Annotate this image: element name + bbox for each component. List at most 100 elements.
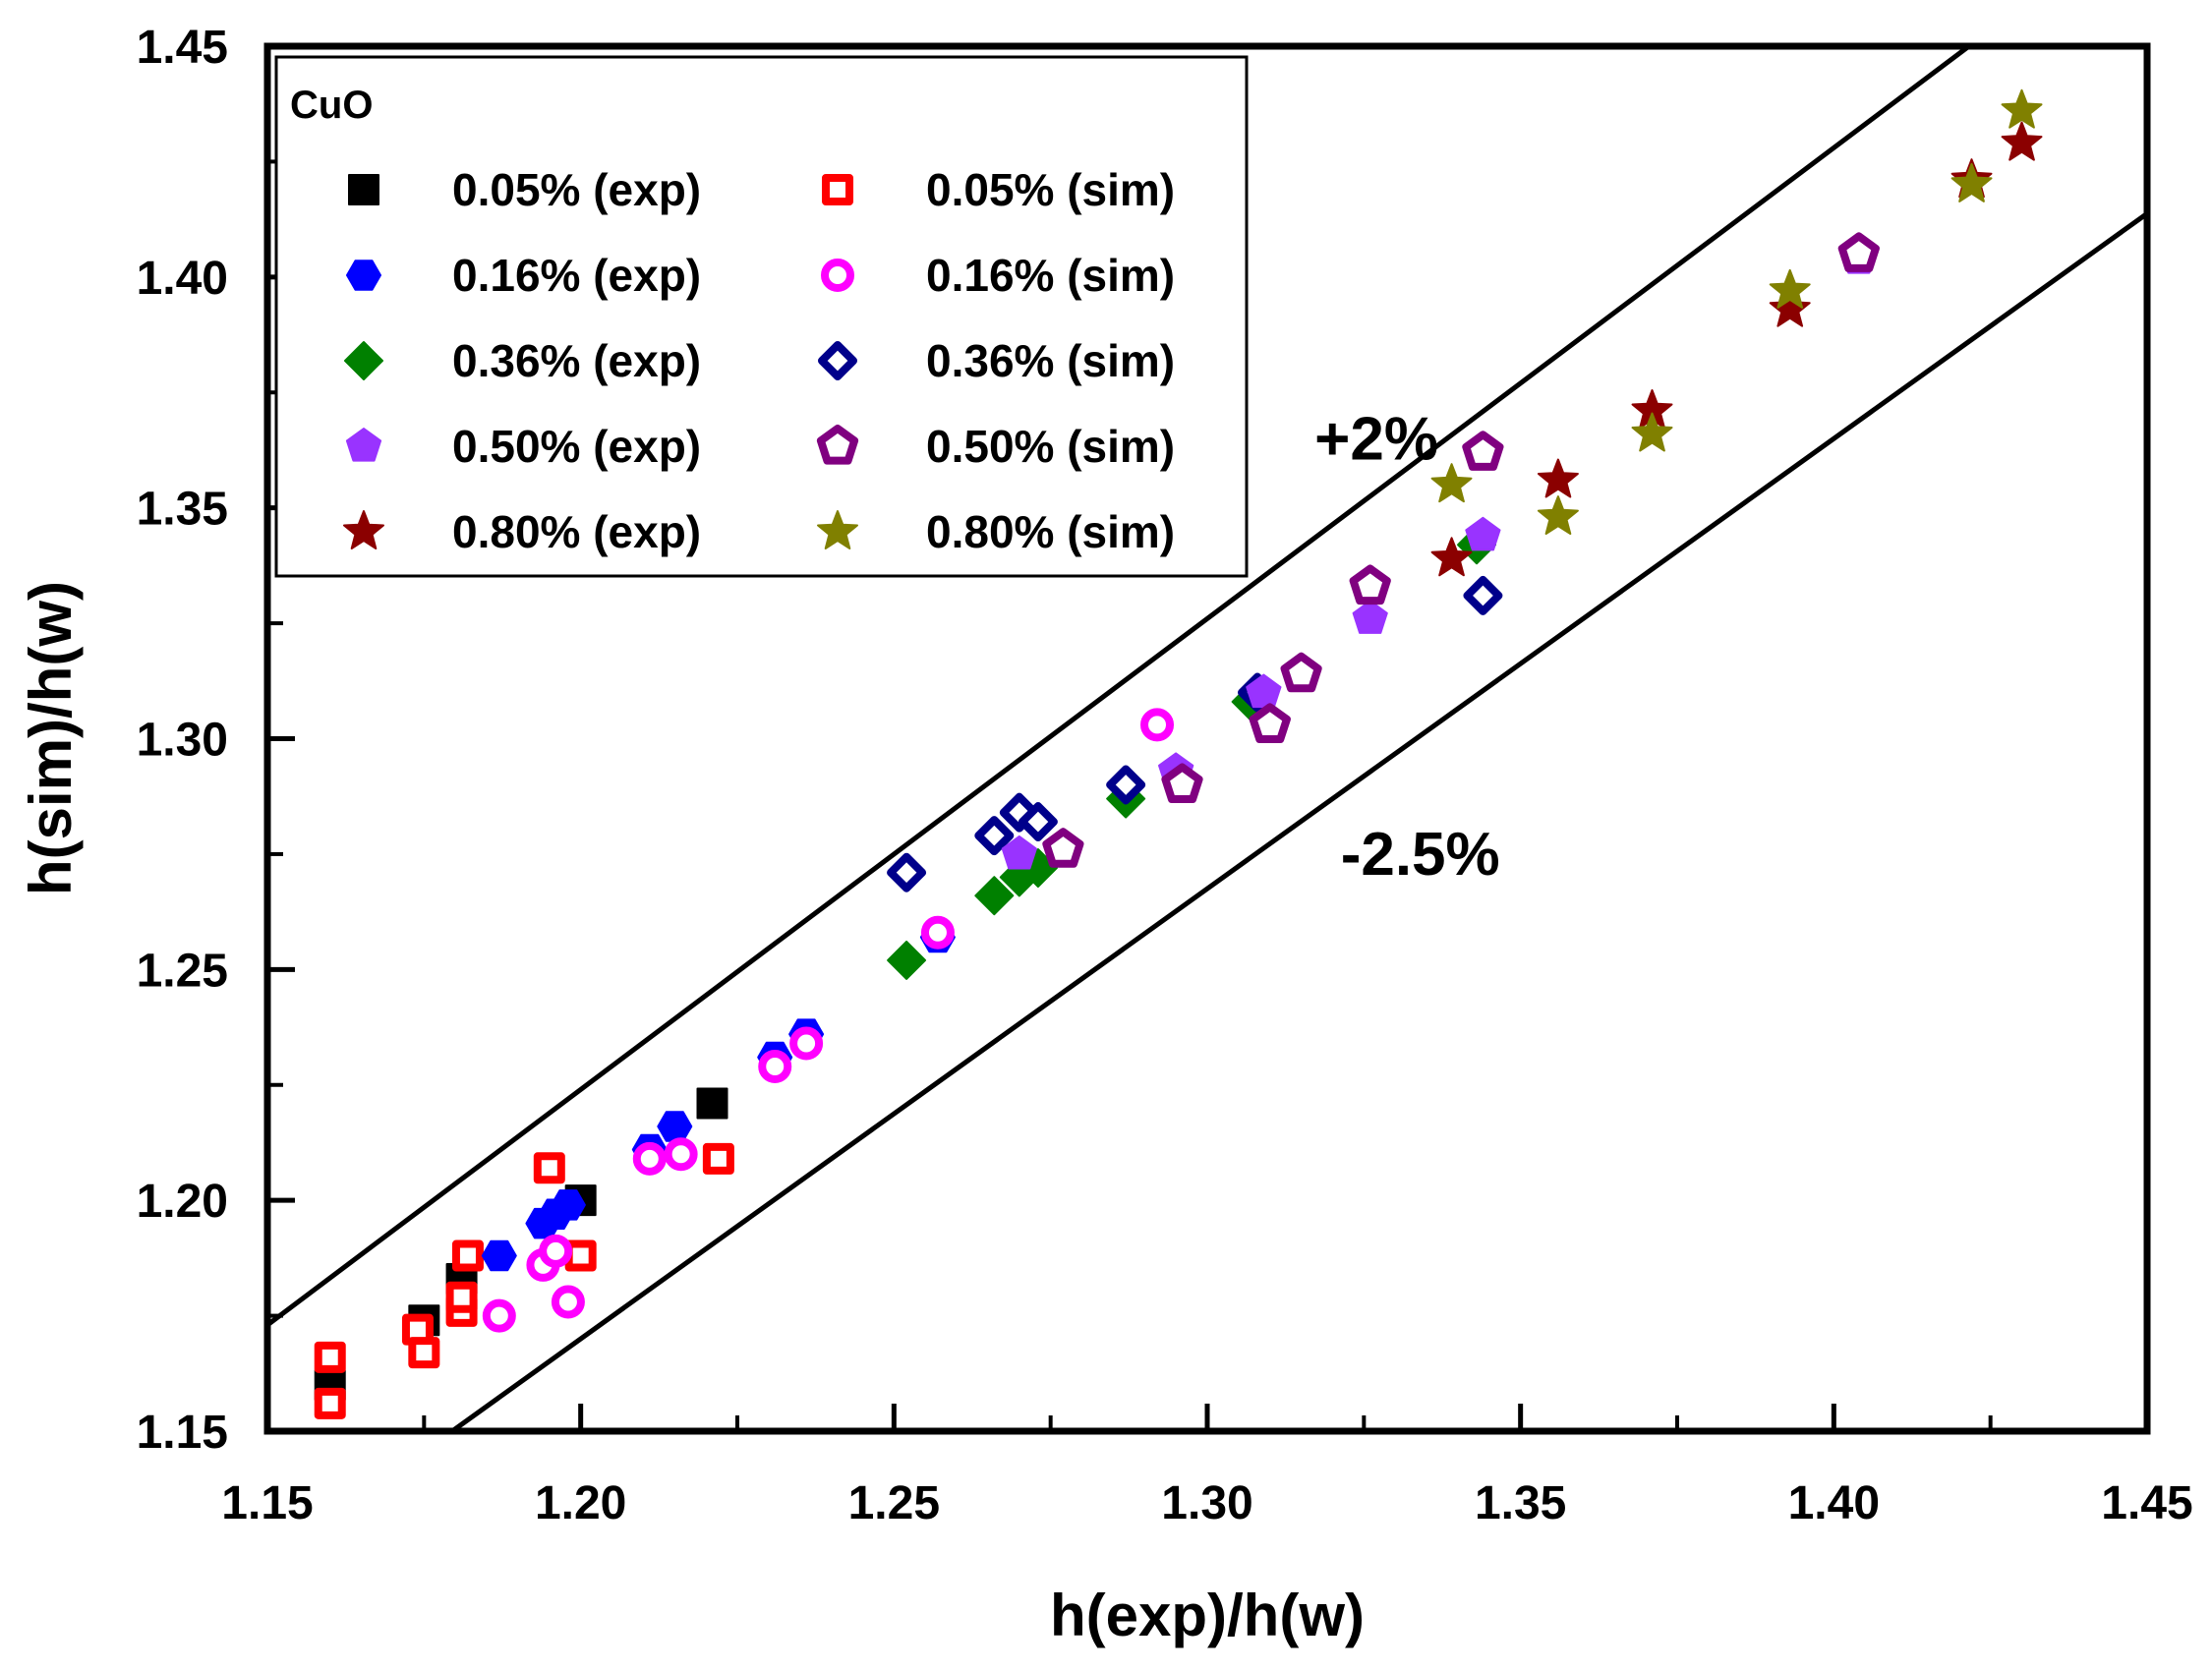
data-point — [1769, 287, 1811, 327]
data-point — [1001, 835, 1037, 870]
y-tick-label: 1.30 — [137, 715, 228, 767]
series-2 — [314, 1142, 734, 1419]
x-tick-label: 1.35 — [1475, 1477, 1566, 1529]
data-point — [1249, 703, 1291, 743]
legend-item: 0.50% (sim) — [816, 421, 1175, 472]
data-point — [887, 852, 927, 893]
legend-marker — [346, 259, 381, 291]
legend-label: 0.80% (exp) — [452, 506, 701, 557]
y-tick-label: 1.15 — [137, 1407, 228, 1459]
legend-item: 0.16% (sim) — [821, 250, 1175, 301]
data-point — [974, 816, 1015, 856]
legend-label: 0.16% (exp) — [452, 250, 701, 301]
legend-box — [274, 55, 1249, 578]
data-point — [1280, 652, 1322, 693]
y-tick-label: 1.40 — [137, 253, 228, 305]
data-point — [314, 1387, 346, 1419]
data-point — [2001, 88, 2043, 129]
reference-lines — [267, 46, 2147, 1431]
legend-title: CuO — [290, 84, 373, 127]
legend-item: 0.36% (exp) — [344, 335, 701, 386]
data-point — [920, 915, 955, 950]
data-point — [664, 1137, 698, 1172]
reference-line-label: +2% — [1314, 405, 1438, 473]
legend-marker — [344, 341, 383, 380]
reference-line-labels: +2% -2.5% — [1314, 405, 1500, 889]
data-point — [696, 1087, 728, 1120]
data-points — [314, 88, 2043, 1419]
series-5 — [887, 525, 1497, 980]
data-point — [314, 1341, 346, 1373]
data-point — [1537, 495, 1579, 535]
legend-label: 0.16% (sim) — [926, 250, 1175, 301]
legend-item: 0.80% (exp) — [343, 506, 701, 557]
data-point — [1769, 268, 1811, 309]
x-tick-label: 1.30 — [1161, 1477, 1252, 1529]
series-4 — [482, 708, 1175, 1333]
data-point — [408, 1337, 440, 1369]
legend-marker — [345, 428, 382, 462]
data-point — [758, 1049, 792, 1083]
legend-label: 0.80% (sim) — [926, 506, 1175, 557]
data-point — [1837, 232, 1880, 272]
legend-label: 0.50% (exp) — [452, 421, 701, 472]
reference-line-1 — [267, 46, 1973, 1327]
data-point — [533, 1152, 565, 1184]
x-tick-label: 1.45 — [2101, 1477, 2192, 1529]
data-point — [445, 1281, 478, 1313]
legend-marker — [816, 425, 859, 465]
data-point — [1106, 765, 1146, 805]
data-point — [481, 1239, 517, 1272]
legend-item: 0.05% (sim) — [822, 164, 1175, 215]
data-point — [1462, 431, 1504, 471]
data-point — [1430, 537, 1473, 577]
legend-label: 0.36% (sim) — [926, 335, 1175, 386]
data-point — [1631, 412, 1673, 452]
legend-label: 0.05% (sim) — [926, 164, 1175, 215]
y-tick-label: 1.35 — [137, 484, 228, 536]
axis-ticks: 1.15 1.15 1.20 1.20 1.25 1.25 1.30 1.30 1.35 1.35… — [137, 22, 2193, 1529]
y-tick-label: 1.25 — [137, 945, 228, 997]
data-point — [702, 1142, 734, 1175]
legend-marker — [817, 510, 858, 549]
legend-item: 0.80% (sim) — [817, 506, 1175, 557]
data-point — [1161, 763, 1203, 803]
data-point — [1352, 600, 1388, 634]
legend-marker — [822, 174, 853, 205]
legend-item: 0.36% (sim) — [818, 335, 1175, 386]
data-point — [974, 876, 1015, 916]
x-tick-label: 1.15 — [221, 1477, 313, 1529]
legend-marker — [348, 174, 379, 205]
reference-line-label: -2.5% — [1341, 821, 1500, 889]
series-8 — [1042, 232, 1880, 868]
data-point — [1349, 564, 1391, 605]
y-tick-label: 1.45 — [137, 22, 228, 74]
data-point — [1042, 828, 1084, 868]
x-axis-label: h(exp)/h(w) — [1050, 1583, 1365, 1648]
data-point — [632, 1141, 667, 1176]
legend-marker — [821, 259, 854, 292]
data-point — [482, 1298, 516, 1333]
x-tick-label: 1.20 — [535, 1477, 626, 1529]
reference-line-2 — [447, 211, 2147, 1431]
x-tick-label: 1.40 — [1788, 1477, 1880, 1529]
legend-label: 0.50% (sim) — [926, 421, 1175, 472]
x-tick-label: 1.25 — [848, 1477, 940, 1529]
data-point — [1537, 458, 1579, 498]
y-tick-label: 1.20 — [137, 1176, 228, 1228]
data-point — [451, 1239, 484, 1272]
data-point — [564, 1239, 597, 1272]
data-point — [789, 1026, 824, 1061]
legend-item: 0.50% (exp) — [345, 421, 701, 472]
data-point — [1463, 575, 1503, 615]
y-axis-label: h(sim)/h(w) — [18, 581, 84, 895]
data-point — [551, 1285, 585, 1319]
data-point — [1950, 162, 1993, 202]
data-point — [1465, 516, 1501, 551]
legend-marker — [343, 510, 384, 549]
legend: CuO 0.05% (exp) 0.05% (sim) 0.16% (exp) 0.1… — [274, 55, 1249, 578]
series-10 — [1430, 88, 2043, 535]
legend-item: 0.16% (exp) — [346, 250, 701, 301]
data-point — [1018, 802, 1058, 842]
